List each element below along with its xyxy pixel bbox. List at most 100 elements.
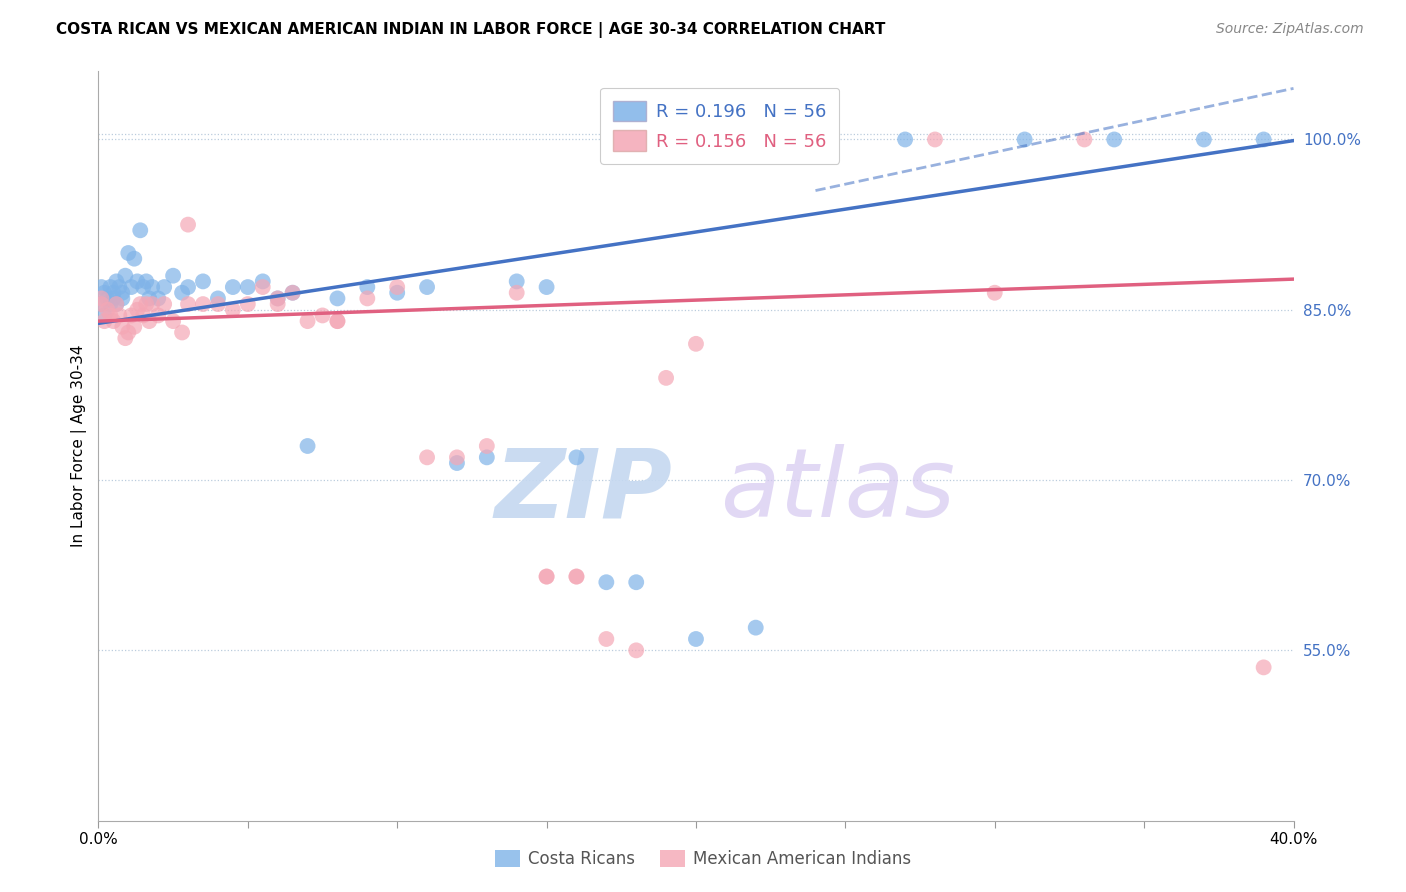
Point (135, 297, 157, 311)
Point (222, 280, 245, 294)
Point (162, 314, 184, 328)
Legend: Costa Ricans, Mexican American Indians: Costa Ricans, Mexican American Indians (488, 843, 918, 875)
Point (103, 314, 125, 328)
Point (93, 314, 115, 328)
Point (148, 309, 170, 323)
Point (98, 280, 122, 294)
Point (90, 297, 112, 311)
Point (1253, 660, 1275, 674)
Point (124, 319, 146, 334)
Text: atlas: atlas (720, 444, 955, 538)
Point (141, 280, 163, 294)
Point (207, 297, 229, 311)
Point (172, 326, 194, 340)
Point (311, 309, 333, 323)
Point (1253, 132, 1275, 146)
Point (191, 274, 214, 288)
Point (111, 319, 134, 334)
Point (1192, 132, 1215, 146)
Point (924, 132, 946, 146)
Point (127, 302, 149, 317)
Point (297, 314, 319, 328)
Point (117, 326, 139, 340)
Point (475, 439, 498, 453)
Point (1073, 132, 1095, 146)
Point (129, 297, 152, 311)
Point (804, 132, 827, 146)
Point (685, 336, 707, 351)
Point (236, 297, 259, 311)
Point (162, 268, 184, 283)
Point (267, 292, 290, 306)
Point (446, 450, 468, 465)
Point (281, 285, 304, 300)
Point (96, 292, 118, 306)
Point (536, 569, 558, 583)
Point (416, 280, 439, 294)
Point (326, 314, 349, 328)
Text: ZIP: ZIP (494, 444, 672, 538)
Point (446, 456, 468, 470)
Point (385, 285, 409, 300)
Point (385, 280, 409, 294)
Point (252, 280, 274, 294)
Point (297, 439, 319, 453)
Point (153, 297, 176, 311)
Point (177, 218, 200, 232)
Point (222, 302, 245, 317)
Point (416, 450, 439, 465)
Point (281, 285, 304, 300)
Point (90, 297, 112, 311)
Point (536, 569, 558, 583)
Point (93, 309, 115, 323)
Point (536, 280, 558, 294)
Point (565, 569, 588, 583)
Point (475, 450, 498, 465)
Point (626, 575, 648, 590)
Point (98, 297, 122, 311)
Point (105, 297, 128, 311)
Point (124, 252, 146, 266)
Point (105, 297, 128, 311)
Text: Source: ZipAtlas.com: Source: ZipAtlas.com (1216, 22, 1364, 37)
Point (565, 450, 588, 465)
Point (90, 292, 112, 306)
Point (326, 314, 349, 328)
Point (804, 132, 827, 146)
Point (114, 331, 136, 345)
Point (267, 297, 290, 311)
Point (108, 309, 131, 323)
Point (685, 632, 707, 646)
Point (356, 292, 378, 306)
Point (506, 274, 529, 288)
Point (207, 292, 229, 306)
Point (177, 297, 200, 311)
Point (111, 292, 134, 306)
Point (135, 274, 157, 288)
Point (595, 575, 617, 590)
Point (172, 285, 194, 300)
Point (105, 274, 128, 288)
Point (120, 280, 142, 294)
Point (894, 132, 917, 146)
Point (98, 309, 122, 323)
Point (93, 285, 115, 300)
Point (1014, 132, 1036, 146)
Point (1104, 132, 1126, 146)
Point (90, 280, 112, 294)
Point (108, 280, 131, 294)
Point (177, 280, 200, 294)
Point (117, 246, 139, 260)
Point (132, 280, 155, 294)
Y-axis label: In Labor Force | Age 30-34: In Labor Force | Age 30-34 (72, 344, 87, 548)
Point (252, 274, 274, 288)
Point (506, 285, 529, 300)
Legend: R = 0.196   N = 56, R = 0.156   N = 56: R = 0.196 N = 56, R = 0.156 N = 56 (600, 88, 839, 164)
Point (138, 314, 160, 328)
Point (120, 309, 142, 323)
Point (129, 223, 152, 237)
Point (148, 292, 170, 306)
Point (141, 297, 163, 311)
Point (595, 632, 617, 646)
Point (565, 569, 588, 583)
